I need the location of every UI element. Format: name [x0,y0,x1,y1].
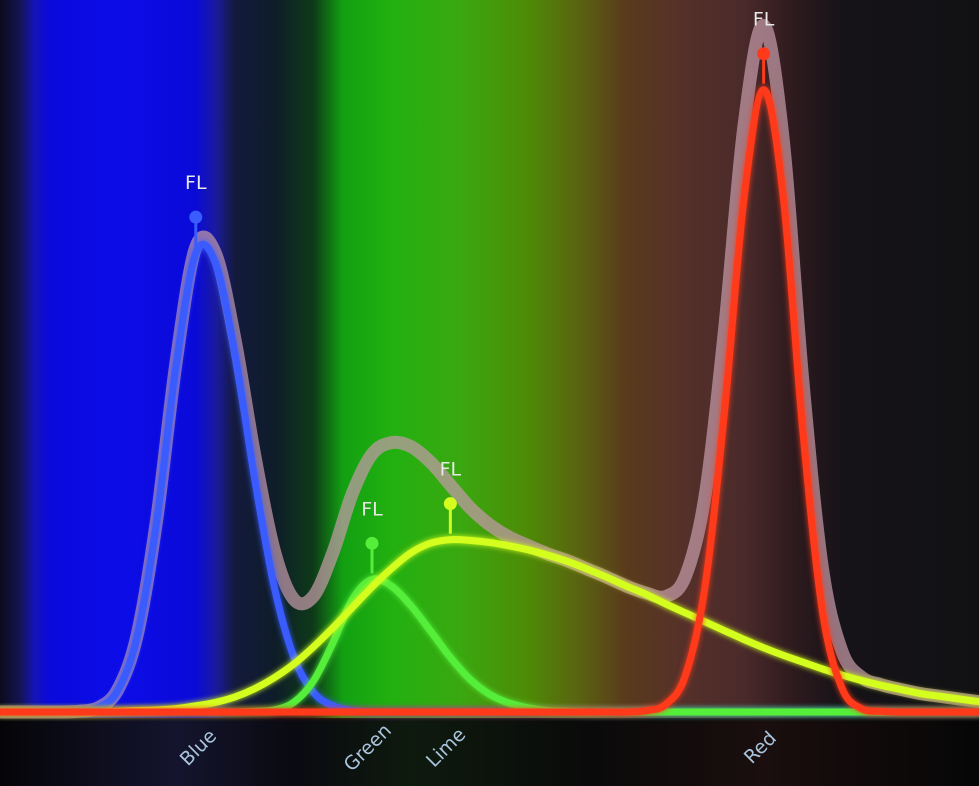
peak-marker [365,536,379,550]
peak-marker [443,497,457,511]
axis-band [0,718,979,786]
peak-label: FL [440,459,462,481]
peak-marker [189,210,203,224]
emission-curve [0,86,979,716]
peak-marker [757,47,771,61]
x-tick-label: Green [340,720,396,776]
total-curve [0,18,979,719]
x-tick-label: Red [740,727,781,768]
peak-label: FL [185,172,207,194]
peak-label: FL [753,9,775,31]
peak-label: FL [361,498,383,520]
x-tick-label: Lime [422,724,470,772]
x-tick-label: Blue [176,725,221,770]
